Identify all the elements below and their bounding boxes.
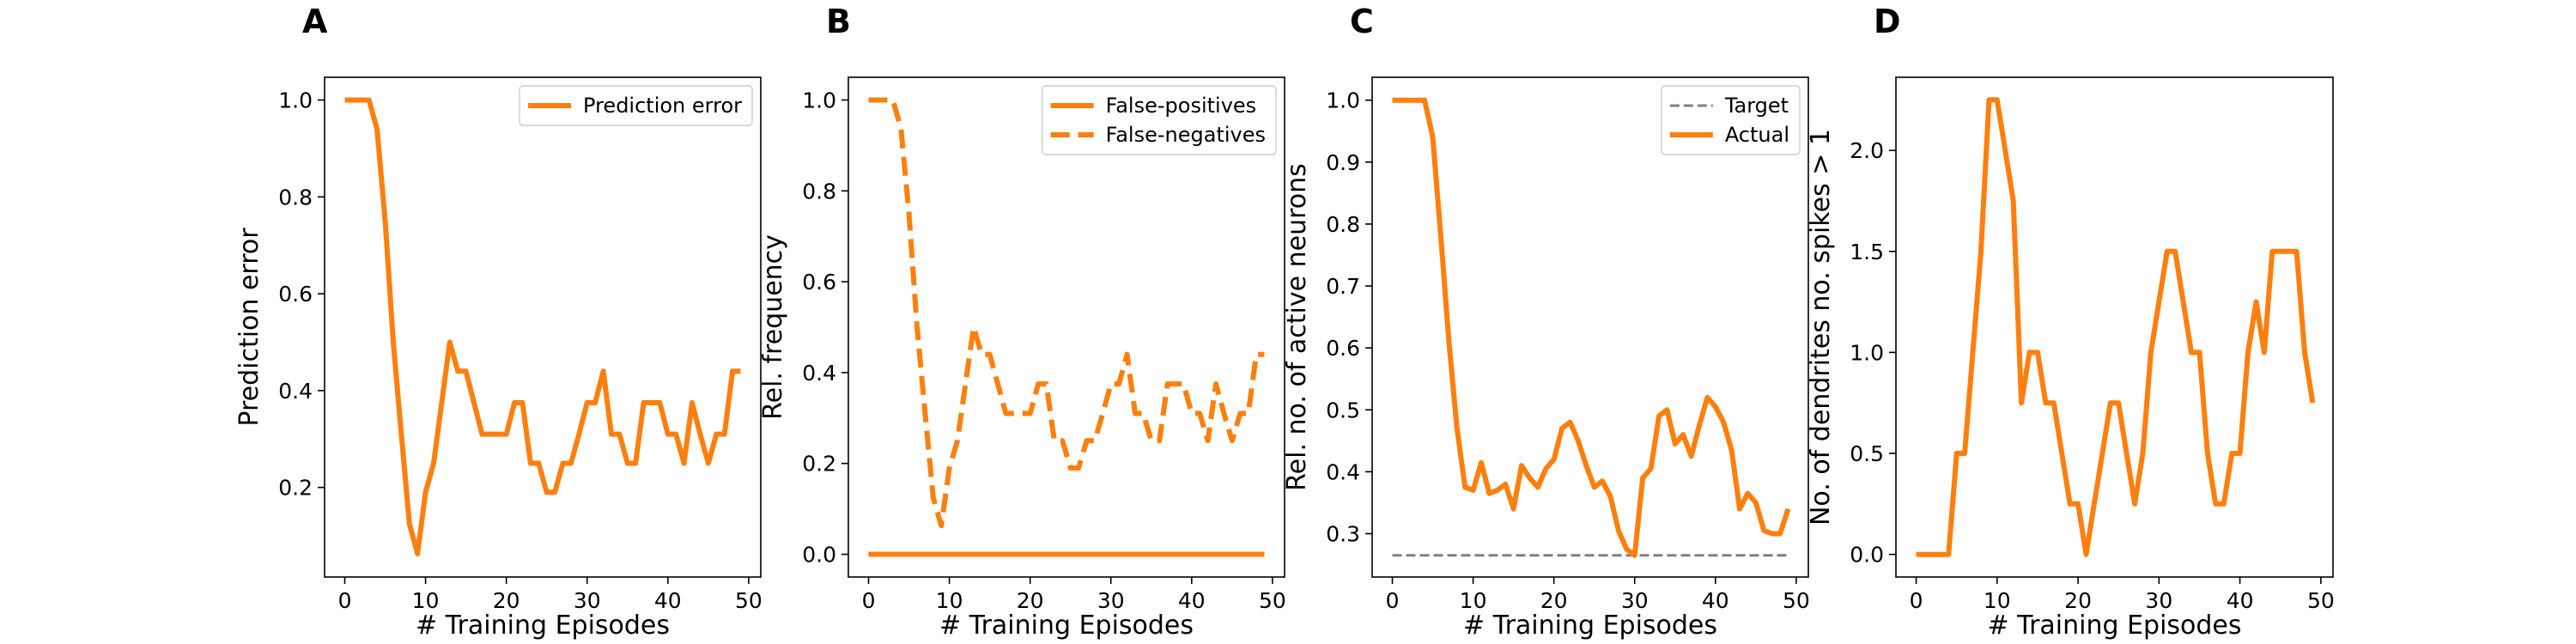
y-tick-label: 1.5 [1850, 240, 1884, 264]
y-tick-label: 0.4 [802, 361, 836, 386]
y-tick-label: 0.8 [278, 185, 313, 210]
x-tick-label: 50 [1259, 588, 1286, 613]
y-tick-label: 1.0 [1850, 340, 1884, 365]
y-axis-label: Rel. frequency [758, 234, 788, 420]
legend: False-positives False-negatives [1041, 85, 1277, 155]
x-tick-label: 20 [2064, 588, 2092, 613]
y-tick-label: 0.6 [278, 282, 313, 307]
y-tick-label: 0.8 [802, 179, 836, 204]
x-tick-label: 40 [1702, 588, 1729, 613]
x-tick-label: 50 [735, 588, 762, 613]
legend-label: Prediction error [583, 94, 742, 118]
x-axis-label: # Training Episodes [1463, 611, 1717, 641]
y-tick-label: 1.0 [278, 88, 313, 113]
y-tick-label: 0.4 [278, 379, 313, 404]
panel-a: A 0 10 20 30 40 50 0.2 0.4 0.6 0.8 1.0 # Training Ep… [234, 3, 762, 641]
x-tick-label: 0 [338, 588, 352, 613]
y-axis-label: Prediction error [234, 228, 264, 427]
x-tick-label: 30 [1621, 588, 1649, 613]
y-tick-label: 1.0 [802, 88, 836, 112]
legend-label: False-negatives [1106, 123, 1266, 147]
x-tick-label: 10 [412, 588, 440, 613]
x-tick-label: 20 [493, 588, 520, 613]
y-tick-label: 0.9 [1326, 150, 1360, 175]
x-tick-label: 0 [1910, 588, 1923, 613]
plot-frame [1895, 76, 2334, 578]
series-line [1392, 97, 1791, 558]
panel-letter: A [302, 3, 328, 40]
x-tick-label: 10 [936, 588, 963, 613]
x-tick-label: 30 [2145, 588, 2172, 613]
legend: Target Actual [1661, 85, 1801, 155]
x-tick-label: 50 [2307, 588, 2335, 613]
y-tick-label: 0.6 [1326, 336, 1360, 361]
y-tick-label: 0.4 [1326, 459, 1360, 484]
x-tick-label: 50 [1783, 588, 1810, 613]
panel-letter: D [1874, 3, 1901, 40]
panel-letter: B [826, 3, 851, 40]
y-axis-label: No. of dendrites no. spikes > 1 [1806, 129, 1836, 526]
y-tick-label: 0.0 [1850, 543, 1884, 568]
series-line [344, 97, 741, 556]
y-tick-label: 0.7 [1326, 274, 1360, 299]
x-tick-label: 0 [862, 588, 876, 613]
y-tick-label: 0.5 [1850, 441, 1884, 466]
x-tick-label: 30 [1097, 588, 1125, 613]
plot-frame [1371, 76, 1809, 578]
x-tick-label: 40 [654, 588, 682, 613]
x-tick-label: 20 [1017, 588, 1044, 613]
legend-box [519, 85, 753, 126]
y-tick-label: 0.8 [1326, 212, 1360, 237]
y-tick-label: 0.2 [802, 452, 836, 477]
y-tick-label: 0.2 [278, 476, 313, 501]
x-tick-label: 30 [574, 588, 601, 613]
panel-b: B 0 10 20 30 40 50 0.0 0.2 0.4 0.6 0.8 1.0 # Training… [758, 3, 1286, 641]
x-tick-label: 0 [1386, 588, 1400, 613]
x-axis-label: # Training Episodes [939, 611, 1194, 641]
y-axis-label: Rel. no. of active neurons [1282, 163, 1312, 491]
plot-frame [324, 76, 762, 578]
x-tick-label: 10 [1460, 588, 1487, 613]
panel-letter: C [1350, 3, 1374, 40]
y-tick-label: 1.0 [1326, 88, 1360, 113]
legend-label: Target [1724, 94, 1789, 118]
y-tick-label: 2.0 [1850, 138, 1884, 163]
x-tick-label: 40 [2227, 588, 2254, 613]
legend-label: Actual [1725, 123, 1789, 147]
legend-box [1041, 85, 1277, 155]
x-axis-label: # Training Episodes [416, 611, 670, 641]
plot-frame [848, 76, 1285, 578]
panel-d: D 0 10 20 30 40 50 0.0 0.5 1.0 1.5 2.0 # Training Ep… [1806, 3, 2335, 641]
x-tick-label: 20 [1540, 588, 1568, 613]
y-tick-label: 0.5 [1326, 398, 1360, 422]
legend-label: False-positives [1106, 94, 1257, 118]
series-line [868, 97, 1265, 529]
y-tick-label: 0.6 [802, 270, 836, 295]
y-tick-label: 0.0 [802, 543, 836, 568]
panel-c: C 0 10 20 30 40 50 0.3 0.4 0.5 0.6 0.7 0.8 0.9 1.0 # Tr… [1282, 3, 1810, 641]
x-tick-label: 40 [1178, 588, 1206, 613]
x-tick-label: 10 [1984, 588, 2011, 613]
x-axis-label: # Training Episodes [1987, 611, 2241, 641]
y-tick-label: 0.3 [1326, 522, 1360, 547]
legend: Prediction error [519, 85, 753, 126]
series-line [1916, 97, 2316, 557]
